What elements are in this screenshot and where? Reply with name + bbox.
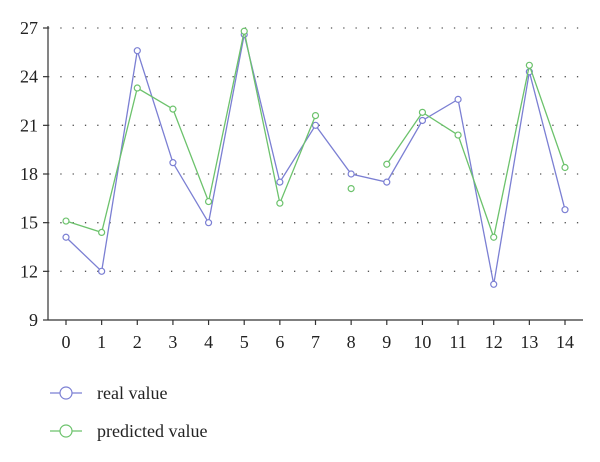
data-point [454, 131, 462, 139]
x-tick-label: 10 [413, 332, 431, 352]
data-point [98, 228, 106, 236]
data-point [454, 95, 462, 103]
y-tick-label: 21 [20, 115, 38, 135]
data-point [133, 47, 141, 55]
x-tick-label: 0 [62, 332, 71, 352]
data-point [311, 121, 320, 129]
data-point [490, 280, 498, 288]
data-point [561, 206, 569, 214]
legend-label: real value [97, 383, 167, 403]
legend-item: real value [50, 383, 167, 403]
data-point [418, 116, 427, 125]
data-point [62, 233, 70, 241]
y-tick-label: 15 [20, 213, 38, 233]
data-point [204, 219, 213, 227]
data-point [418, 108, 427, 116]
data-point [311, 111, 320, 120]
grid-lines [48, 27, 583, 272]
x-tick-label: 2 [133, 332, 142, 352]
legend-label: predicted value [97, 421, 207, 441]
data-point [347, 185, 355, 193]
x-axis-ticks: 0 1 2 3 4 5 6 7 8 9 10 11 12 13 14 [62, 320, 574, 352]
series-line [65, 31, 317, 234]
legend-swatch-marker [59, 424, 73, 438]
data-point [276, 199, 284, 207]
series-real-value [62, 30, 569, 288]
data-point [62, 217, 70, 225]
data-point [383, 178, 391, 186]
x-tick-label: 3 [168, 332, 177, 352]
y-tick-label: 9 [29, 310, 38, 330]
x-tick-label: 1 [97, 332, 106, 352]
data-point [490, 233, 498, 241]
series-layer [62, 27, 569, 288]
x-tick-label: 8 [347, 332, 356, 352]
y-tick-label: 12 [20, 261, 38, 281]
x-tick-label: 11 [449, 332, 466, 352]
y-axis-ticks: 9 12 15 18 21 24 27 [20, 18, 48, 330]
y-tick-label: 24 [20, 67, 38, 87]
x-tick-label: 12 [485, 332, 503, 352]
series-predicted-value [62, 27, 569, 241]
data-point [169, 105, 177, 113]
data-point [204, 197, 213, 206]
x-tick-label: 7 [311, 332, 320, 352]
legend-item: predicted value [50, 421, 207, 441]
legend: real value predicted value [50, 383, 207, 441]
x-tick-label: 9 [382, 332, 391, 352]
series-line [386, 62, 566, 240]
data-point [98, 267, 106, 275]
data-point [561, 163, 569, 172]
data-point [525, 61, 533, 69]
x-tick-label: 13 [520, 332, 538, 352]
data-point [169, 159, 177, 167]
data-point [347, 170, 355, 178]
x-tick-label: 5 [240, 332, 249, 352]
series-line [65, 34, 566, 285]
data-point [276, 178, 284, 186]
data-point [383, 160, 391, 168]
data-point [133, 84, 141, 92]
y-tick-label: 27 [20, 18, 38, 38]
y-tick-label: 18 [20, 164, 38, 184]
data-point [240, 27, 248, 35]
x-tick-label: 6 [275, 332, 284, 352]
x-tick-label: 4 [204, 332, 213, 352]
x-tick-label: 14 [556, 332, 574, 352]
legend-swatch-marker [59, 386, 73, 400]
